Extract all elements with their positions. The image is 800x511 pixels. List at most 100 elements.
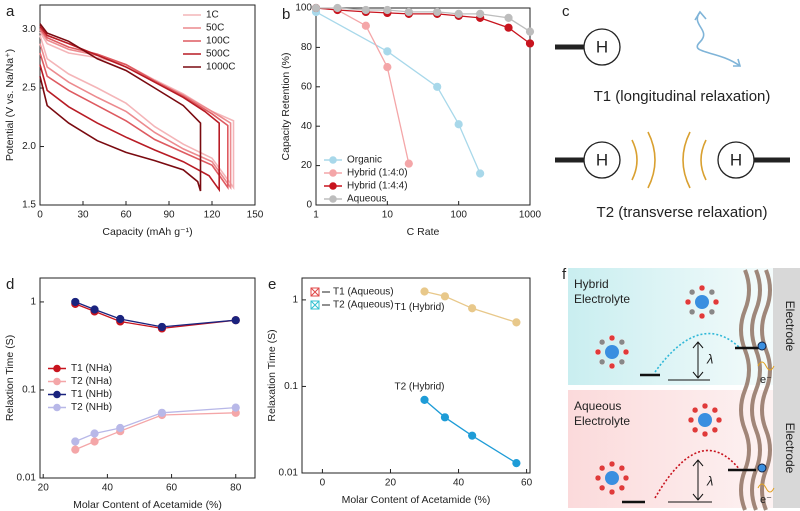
marker bbox=[476, 9, 485, 19]
legend-label: T2 (NHa) bbox=[71, 376, 112, 387]
marker bbox=[433, 82, 442, 91]
marker bbox=[90, 429, 99, 438]
x-axis-label: Capacity (mAh g⁻¹) bbox=[102, 226, 192, 238]
marker bbox=[504, 13, 513, 22]
panel-letter: c bbox=[562, 3, 570, 20]
diagram-f: f Hybrid Electrolyte Aqueous Electrolyte… bbox=[562, 266, 800, 511]
marker bbox=[90, 305, 99, 314]
marker-box bbox=[310, 287, 320, 297]
marker-cross bbox=[310, 287, 320, 297]
ion bbox=[757, 341, 767, 351]
atom bbox=[583, 28, 621, 66]
solvent bbox=[598, 338, 606, 346]
marker bbox=[383, 62, 392, 72]
solvent bbox=[701, 402, 709, 410]
x-tick-label: 1000 bbox=[519, 210, 542, 221]
hybrid-label: Electrolyte bbox=[574, 292, 630, 306]
marker bbox=[525, 39, 535, 48]
solvent bbox=[711, 426, 719, 434]
x-axis-label: C Rate bbox=[407, 226, 440, 238]
solvent bbox=[608, 460, 616, 468]
y-tick-label: 100 bbox=[295, 3, 312, 14]
marker bbox=[361, 21, 370, 30]
aqueous-label: Aqueous bbox=[574, 399, 621, 413]
solvent bbox=[608, 334, 616, 342]
panel-letter: a bbox=[6, 3, 15, 20]
marker bbox=[433, 7, 442, 17]
solvent bbox=[688, 288, 696, 296]
x-tick-label: 60 bbox=[521, 478, 533, 489]
marker bbox=[454, 120, 463, 129]
electron-label: e⁻ bbox=[760, 494, 772, 506]
y-tick-label: 2.5 bbox=[22, 83, 36, 94]
cation bbox=[605, 471, 619, 485]
y-tick-label: 0.1 bbox=[284, 381, 298, 392]
series-line bbox=[39, 23, 202, 192]
electrode-strands bbox=[739, 269, 772, 511]
legend-label: 1000C bbox=[206, 62, 235, 73]
legend-marker bbox=[53, 364, 61, 373]
marker bbox=[71, 297, 80, 307]
series-line bbox=[424, 399, 517, 464]
solvation-clusters bbox=[594, 284, 723, 496]
solvent bbox=[712, 298, 720, 306]
solvent bbox=[691, 426, 699, 434]
energy-curve bbox=[654, 449, 741, 499]
panel-letter: d bbox=[6, 276, 14, 293]
t1-label: T1 (longitudinal relaxation) bbox=[594, 88, 771, 105]
barrier-arrow bbox=[668, 459, 712, 503]
solvent bbox=[684, 298, 692, 306]
legend-marker bbox=[53, 377, 61, 386]
series-line bbox=[75, 412, 236, 451]
legend-marker bbox=[53, 390, 61, 399]
marker bbox=[404, 7, 413, 17]
marker bbox=[525, 27, 535, 36]
x-tick-label: 20 bbox=[385, 478, 397, 489]
panel-letter: f bbox=[562, 266, 567, 283]
y-tick-label: 0 bbox=[306, 200, 312, 211]
plot-frame bbox=[315, 7, 531, 206]
cation bbox=[695, 295, 709, 309]
energy-level bbox=[622, 468, 756, 504]
series-line bbox=[315, 7, 531, 45]
solvent bbox=[708, 308, 716, 316]
x-tick-label: 1 bbox=[313, 210, 319, 221]
series-line bbox=[424, 290, 517, 324]
marker bbox=[310, 300, 320, 310]
x-tick-label: 60 bbox=[166, 483, 178, 494]
legend-label: 500C bbox=[206, 49, 230, 60]
legend-label: T2 (Aqueous) bbox=[333, 300, 394, 311]
solvent bbox=[698, 284, 706, 292]
atom-label: H bbox=[596, 37, 608, 56]
barrier-arrow bbox=[668, 341, 710, 381]
legend-label: 1C bbox=[206, 10, 219, 21]
y-tick-label: 60 bbox=[301, 81, 313, 92]
marker bbox=[157, 408, 167, 417]
legend-marker bbox=[329, 195, 337, 203]
y-tick-label: 40 bbox=[301, 121, 313, 132]
y-axis-label: Capacity Retention (%) bbox=[280, 53, 292, 161]
x-tick-label: 20 bbox=[38, 483, 50, 494]
x-tick-label: 120 bbox=[204, 210, 221, 221]
electron-wave bbox=[757, 361, 775, 493]
marker bbox=[361, 5, 370, 15]
marker bbox=[116, 423, 125, 433]
solvent bbox=[618, 464, 626, 472]
marker bbox=[440, 292, 450, 301]
marker bbox=[116, 314, 125, 324]
y-tick-label: 80 bbox=[301, 42, 313, 53]
hybrid-label: Hybrid bbox=[574, 277, 609, 291]
wave-arc bbox=[631, 131, 707, 189]
x-tick-label: 30 bbox=[77, 210, 89, 221]
marker bbox=[512, 318, 521, 327]
legend-marker bbox=[53, 403, 61, 412]
atom-label: H bbox=[596, 150, 608, 169]
y-axis-label: Relaxtion Time (S) bbox=[4, 335, 16, 421]
solvent bbox=[711, 406, 719, 414]
y-tick-label: 1.5 bbox=[22, 200, 36, 211]
marker bbox=[420, 287, 429, 296]
hybrid-region bbox=[568, 268, 773, 385]
series-line bbox=[39, 29, 232, 190]
plot-frame bbox=[39, 277, 256, 479]
